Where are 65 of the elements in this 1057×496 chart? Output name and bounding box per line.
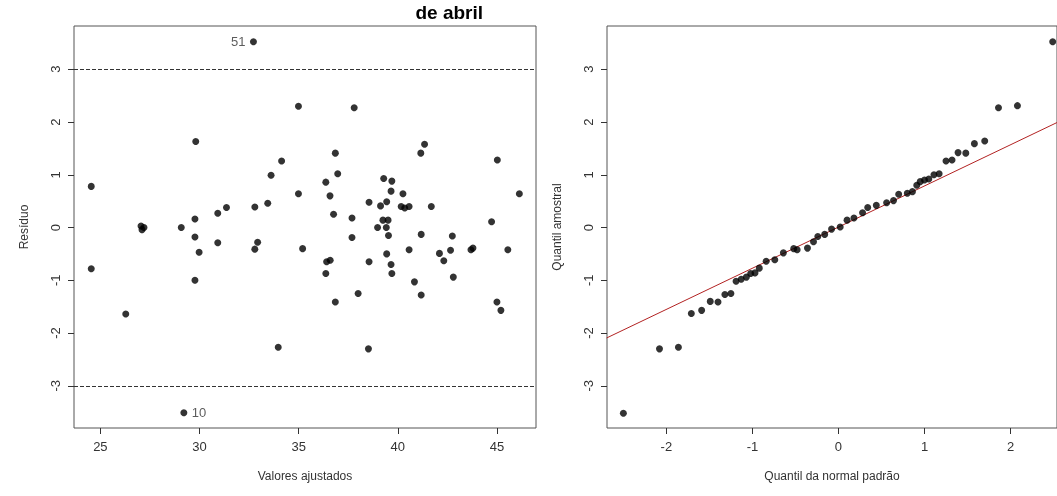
x-tick-label: 40 xyxy=(390,439,406,454)
point xyxy=(930,171,938,179)
annotation: 51 xyxy=(230,34,246,50)
point xyxy=(859,209,867,217)
x-tick-label: 45 xyxy=(489,439,505,454)
point xyxy=(1013,102,1021,110)
point xyxy=(828,225,836,233)
point xyxy=(864,203,872,211)
point xyxy=(872,201,880,209)
y-tick-label: -2 xyxy=(581,327,596,339)
point xyxy=(732,277,740,285)
x-tick-label: 25 xyxy=(93,439,108,454)
y-tick-label: 0 xyxy=(581,223,596,232)
x-tick-label: 2 xyxy=(1006,439,1015,454)
y-tick-label: 3 xyxy=(581,65,596,73)
x-tick-label: 1 xyxy=(920,439,929,454)
x-axis-title: Quantil da normal padrão xyxy=(764,469,901,483)
point xyxy=(895,190,903,198)
point xyxy=(890,197,898,205)
y-tick-label: 2 xyxy=(581,118,596,126)
y-tick-label: -1 xyxy=(581,274,596,287)
y-tick-label: -3 xyxy=(581,380,596,392)
y-tick-label: 1 xyxy=(48,171,63,179)
point xyxy=(655,345,663,353)
point xyxy=(821,230,829,238)
point xyxy=(762,257,770,265)
point xyxy=(903,189,911,197)
y-tick-label: 0 xyxy=(48,223,63,232)
x-tick-label: 0 xyxy=(834,439,843,454)
point xyxy=(706,297,714,305)
point xyxy=(619,409,627,417)
point xyxy=(698,306,706,314)
point xyxy=(954,149,962,157)
point xyxy=(771,256,779,264)
y-tick-label: -3 xyxy=(48,380,63,392)
point xyxy=(803,244,811,252)
y-axis-title: Resíduo xyxy=(17,204,31,250)
point xyxy=(962,149,970,157)
x-tick-label: -2 xyxy=(660,439,673,454)
y-tick-label: 3 xyxy=(48,65,63,73)
y-tick-label: -1 xyxy=(48,274,63,287)
point xyxy=(883,199,891,207)
y-tick-label: -2 xyxy=(48,327,63,339)
point xyxy=(810,238,817,246)
point xyxy=(687,310,695,318)
x-tick-label: -1 xyxy=(746,439,759,454)
y-tick-label: 2 xyxy=(48,118,63,126)
point xyxy=(1049,38,1057,46)
x-axis-title: Valores ajustados xyxy=(257,469,353,483)
annotation: 10 xyxy=(191,405,207,421)
point xyxy=(814,233,822,240)
point xyxy=(836,223,844,231)
y-tick-label: 1 xyxy=(581,171,596,179)
x-tick-label: 30 xyxy=(192,439,207,454)
point xyxy=(779,249,787,257)
point xyxy=(970,140,978,148)
point xyxy=(721,291,729,299)
point xyxy=(674,343,682,351)
chart-title: de abril xyxy=(415,2,483,23)
point xyxy=(981,137,989,145)
point xyxy=(727,289,735,297)
x-tick-label: 35 xyxy=(291,439,306,454)
point xyxy=(995,104,1002,112)
point xyxy=(755,264,763,272)
y-axis-title: Quantil amostral xyxy=(550,183,564,271)
